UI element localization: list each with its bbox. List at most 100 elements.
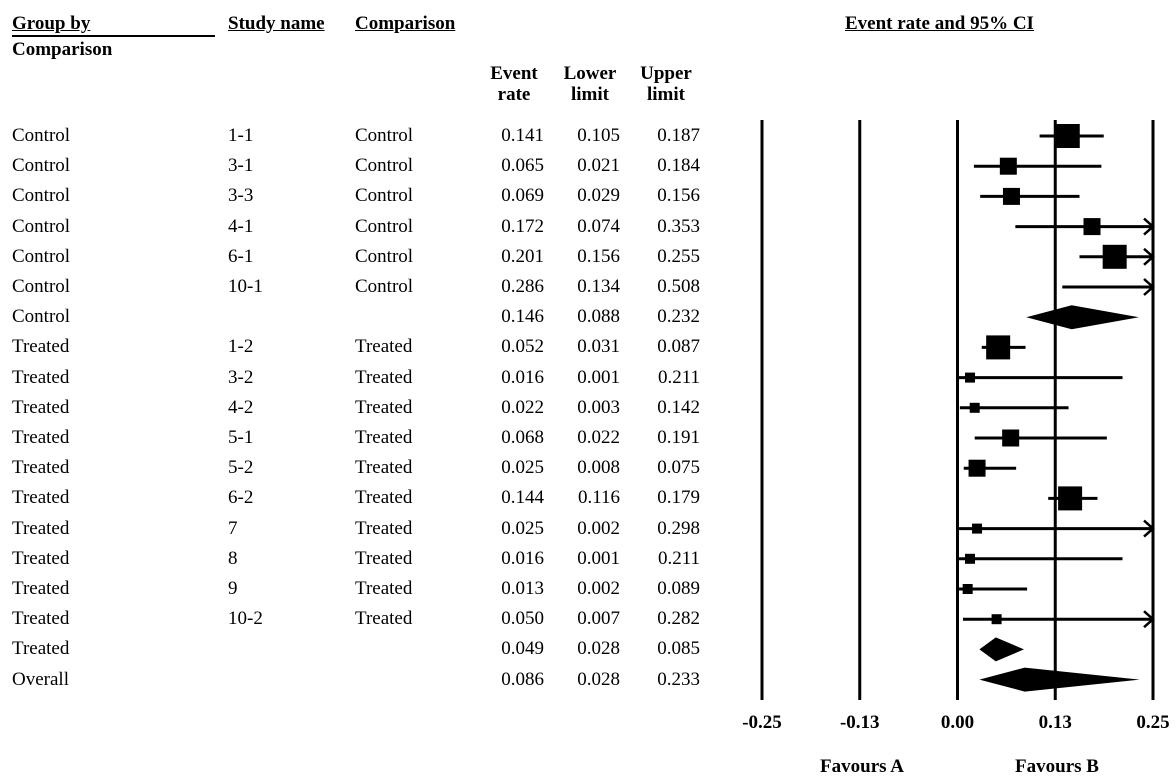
row-group: Control: [12, 185, 71, 207]
row-event-rate: 0.022: [501, 396, 544, 418]
row-upper-limit: 0.298: [657, 517, 700, 539]
row-study-name: 6-1: [228, 245, 254, 267]
row-lower-limit: 0.001: [577, 366, 620, 388]
row-upper-limit: 0.211: [657, 547, 700, 569]
row-study-name: 1-2: [228, 336, 254, 358]
point-marker-10-2: [991, 614, 1002, 625]
row-comparison: Control: [355, 125, 414, 146]
row-group: Control: [12, 125, 71, 146]
row-study-name: 8: [228, 547, 238, 569]
row-group: Control: [12, 155, 71, 177]
row-comparison: Treated: [355, 336, 413, 358]
summary-diamond-treated: [979, 637, 1024, 662]
plot-title: Event rate and 95% CI: [845, 13, 1034, 34]
point-marker-6-1: [1102, 244, 1127, 269]
row-upper-limit: 0.075: [657, 457, 700, 479]
row-lower-limit: 0.105: [577, 125, 620, 146]
header-event-rate: Event rate: [490, 63, 538, 105]
row-group: Treated: [12, 427, 70, 448]
row-lower-limit: 0.088: [577, 306, 620, 328]
header-lower-limit: Lower limit: [563, 63, 617, 105]
row-lower-limit: 0.001: [577, 547, 620, 569]
row-event-rate: 0.068: [501, 427, 544, 448]
row-group: Treated: [12, 487, 70, 509]
row-group: Treated: [12, 457, 70, 479]
row-lower-limit: 0.007: [577, 608, 620, 630]
row-upper-limit: 0.255: [657, 245, 700, 267]
row-upper-limit: 0.089: [657, 578, 700, 599]
point-marker-3-3: [1002, 187, 1020, 205]
row-lower-limit: 0.028: [577, 668, 620, 690]
tick-label: 0.13: [1039, 712, 1072, 733]
ci-arrow-7: [1143, 519, 1155, 538]
tick-label: -0.13: [840, 712, 880, 733]
row-upper-limit: 0.187: [657, 125, 700, 146]
header-group-by: Group by: [12, 13, 91, 34]
row-lower-limit: 0.134: [577, 276, 620, 297]
row-study-name: 5-2: [228, 457, 254, 479]
row-study-name: 10-2: [228, 608, 263, 630]
point-marker-1-1: [1055, 124, 1080, 148]
row-upper-limit: 0.085: [657, 638, 700, 660]
row-comparison: Treated: [355, 396, 413, 418]
row-event-rate: 0.016: [501, 547, 544, 569]
header-study-name: Study name: [228, 13, 325, 34]
row-upper-limit: 0.184: [657, 155, 700, 177]
row-group: Control: [12, 215, 71, 237]
row-event-rate: 0.144: [501, 487, 544, 509]
header-comparison: Comparison: [355, 13, 456, 34]
row-group: Treated: [12, 517, 70, 539]
row-group: Control: [12, 245, 71, 267]
favours-b-label: Favours B: [1015, 756, 1099, 777]
row-event-rate: 0.146: [501, 306, 544, 328]
row-study-name: 3-2: [228, 366, 254, 388]
row-lower-limit: 0.156: [577, 245, 620, 267]
point-marker-1-2: [986, 335, 1011, 360]
row-comparison: Treated: [355, 578, 413, 599]
row-lower-limit: 0.022: [577, 427, 620, 448]
row-comparison: Control: [355, 245, 414, 267]
row-group: Treated: [12, 396, 70, 418]
row-upper-limit: 0.353: [657, 215, 700, 237]
point-marker-5-1: [1002, 429, 1020, 447]
row-lower-limit: 0.002: [577, 517, 620, 539]
row-upper-limit: 0.282: [657, 608, 700, 630]
row-lower-limit: 0.028: [577, 638, 620, 660]
row-comparison: Treated: [355, 427, 413, 448]
point-marker-8: [965, 553, 976, 564]
row-comparison: Treated: [355, 608, 413, 630]
row-comparison: Treated: [355, 547, 413, 569]
point-marker-5-2: [968, 459, 986, 477]
row-event-rate: 0.172: [501, 215, 544, 237]
row-upper-limit: 0.508: [657, 276, 700, 297]
row-group: Control: [12, 276, 71, 297]
row-lower-limit: 0.021: [577, 155, 620, 177]
row-event-rate: 0.052: [501, 336, 544, 358]
ci-arrow-10-2: [1143, 610, 1155, 629]
row-event-rate: 0.049: [501, 638, 544, 660]
point-marker-3-1: [999, 157, 1017, 175]
row-study-name: 3-1: [228, 155, 254, 177]
row-upper-limit: 0.233: [657, 668, 700, 690]
row-upper-limit: 0.211: [657, 366, 700, 388]
ci-arrow-10-1: [1143, 278, 1155, 296]
row-group: Treated: [12, 638, 70, 660]
row-group: Treated: [12, 578, 70, 599]
row-event-rate: 0.141: [501, 125, 544, 146]
row-upper-limit: 0.232: [657, 306, 700, 328]
row-lower-limit: 0.074: [577, 215, 620, 237]
row-upper-limit: 0.191: [657, 427, 700, 448]
row-upper-limit: 0.179: [657, 487, 700, 509]
row-comparison: Treated: [355, 517, 413, 539]
row-comparison: Control: [355, 215, 414, 237]
row-study-name: 3-3: [228, 185, 254, 207]
row-comparison: Control: [355, 185, 414, 207]
header-group-by-line2: Comparison: [12, 39, 113, 60]
row-lower-limit: 0.116: [577, 487, 620, 509]
tick-label: -0.25: [742, 712, 782, 733]
row-group: Control: [12, 306, 71, 328]
row-group: Treated: [12, 336, 70, 358]
row-event-rate: 0.086: [501, 668, 544, 690]
row-comparison: Treated: [355, 457, 413, 479]
